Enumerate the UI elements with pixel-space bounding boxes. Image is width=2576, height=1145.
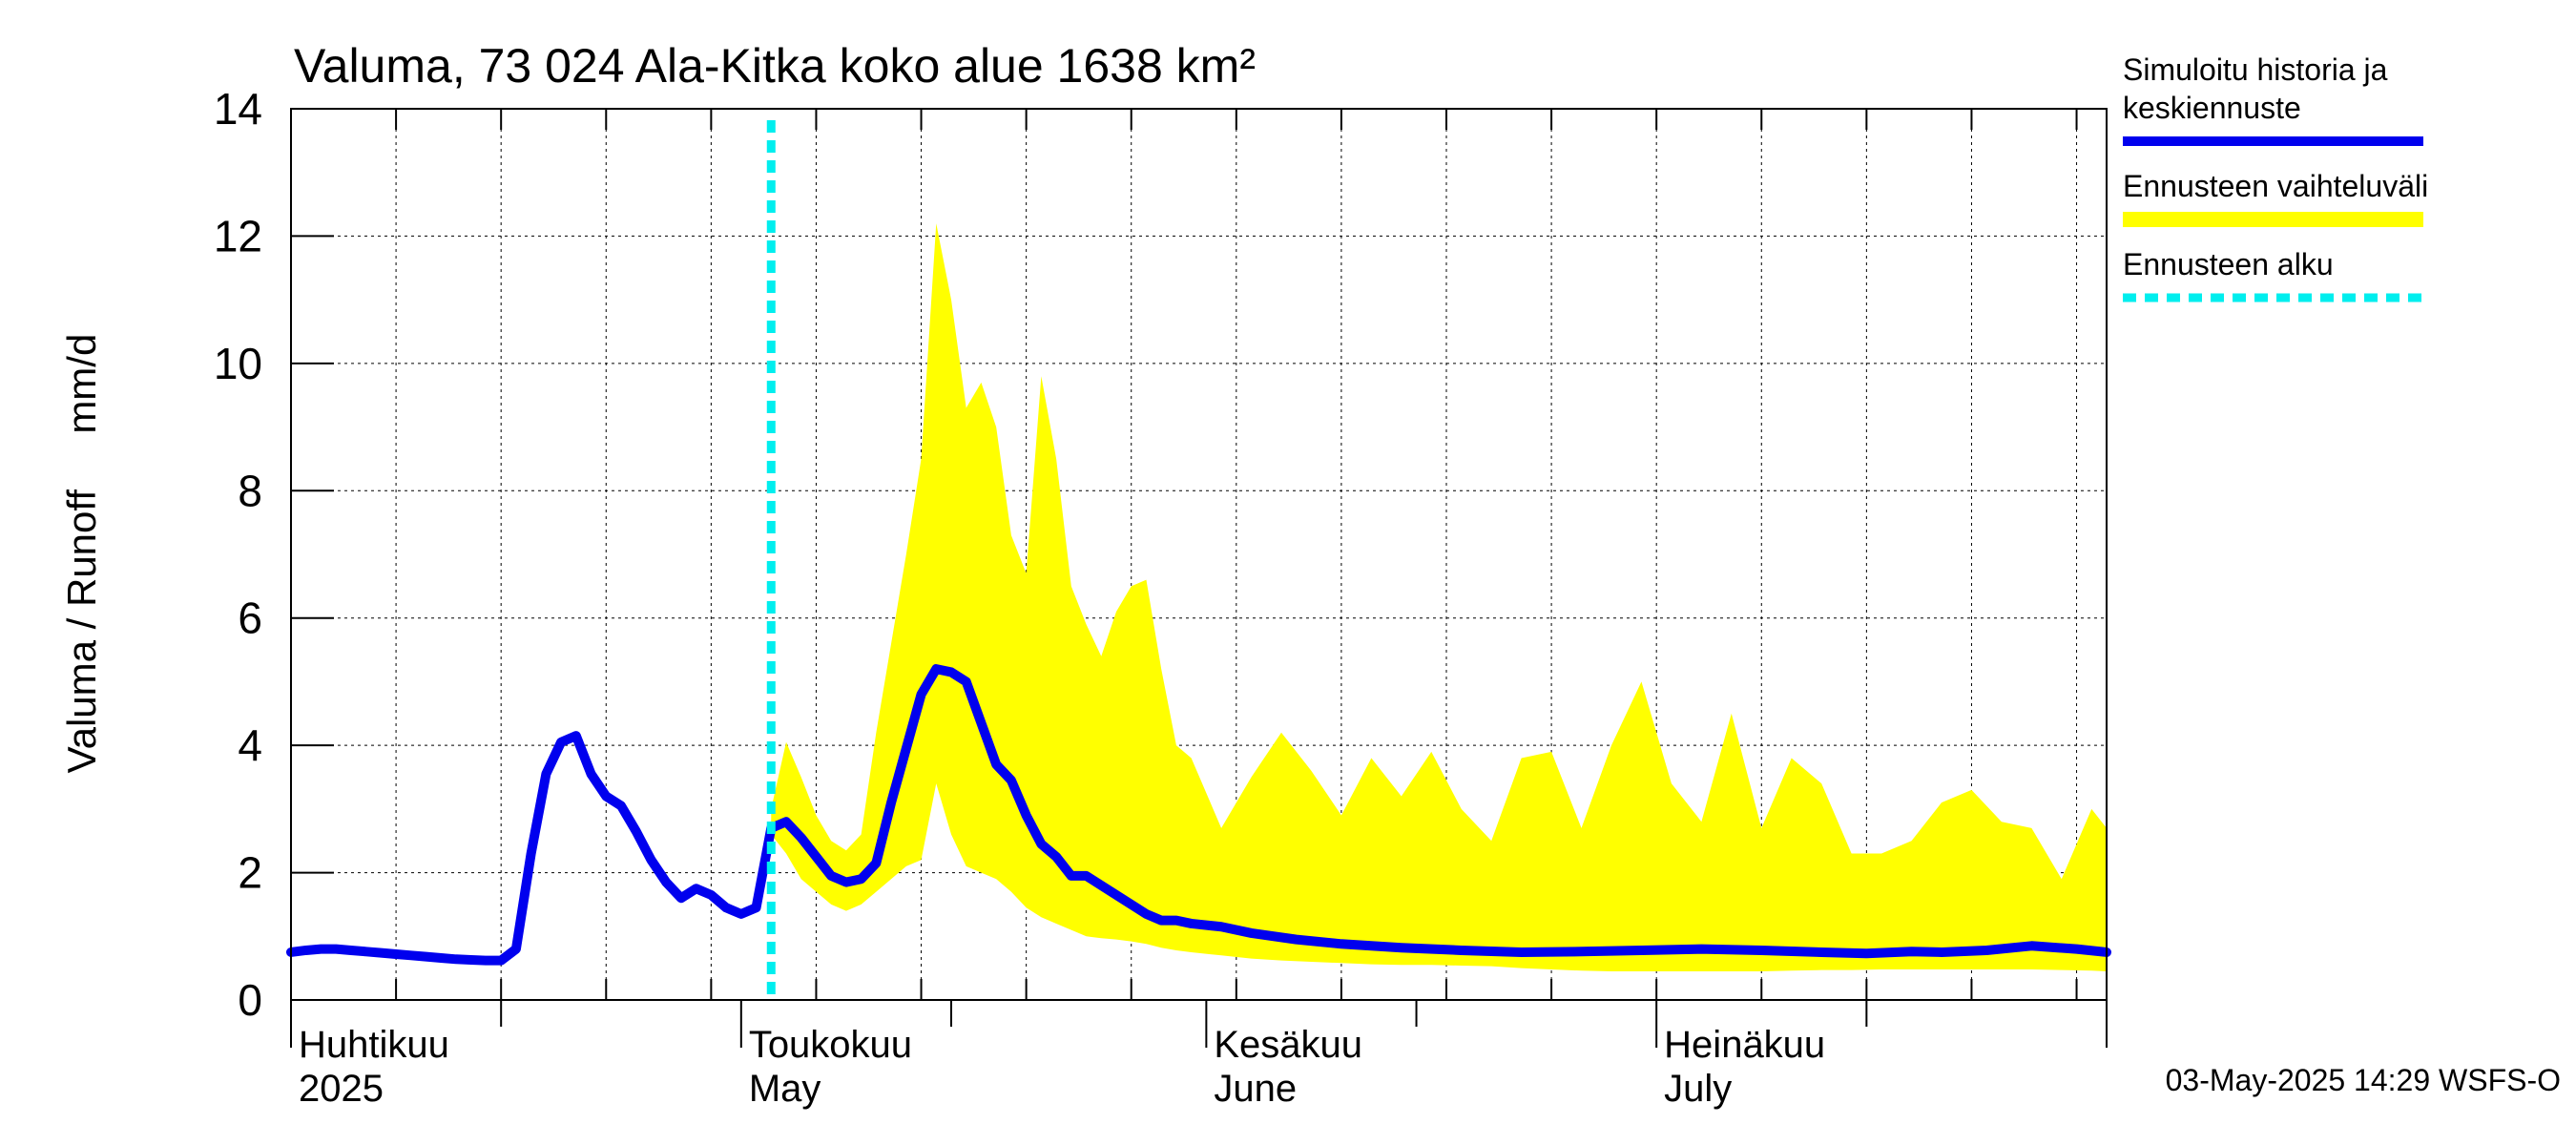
y-tick-label: 2 (238, 848, 262, 898)
y-tick-label: 6 (238, 593, 262, 643)
x-month-label: Huhtikuu (299, 1024, 449, 1066)
x-month-label-en: July (1664, 1068, 1732, 1110)
y-tick-label: 4 (238, 720, 262, 770)
x-month-label-en: June (1214, 1068, 1297, 1110)
legend-swatch-band (2123, 212, 2423, 227)
legend: Simuloitu historia ja keskiennuste Ennuste… (2123, 52, 2428, 302)
timestamp: 03-May-2025 14:29 WSFS-O (2166, 1063, 2561, 1097)
y-tick-label: 10 (214, 339, 262, 388)
legend-label: Simuloitu historia ja (2123, 52, 2388, 87)
plot-frame (290, 108, 2108, 1001)
x-month-label: Heinäkuu (1664, 1024, 1825, 1066)
y-tick-label: 12 (214, 211, 262, 260)
x-month-label: Toukokuu (749, 1024, 912, 1066)
x-month-label-en: 2025 (299, 1068, 384, 1110)
y-tick-label: 14 (214, 84, 262, 134)
y-axis: 0 2 4 6 8 10 12 14 (214, 84, 334, 1025)
y-axis-label: Valuma / Runoff mm/d (59, 334, 104, 774)
x-month-label-en: May (749, 1068, 821, 1110)
legend-label: keskiennuste (2123, 91, 2301, 125)
forecast-range-band (771, 223, 2107, 971)
x-month-label: Kesäkuu (1214, 1024, 1362, 1066)
series-layer (286, 664, 2111, 966)
y-tick-label: 0 (238, 975, 262, 1025)
forecast-band-layer (771, 223, 2107, 971)
y-tick-label: 8 (238, 466, 262, 515)
legend-label: Ennusteen vaihteluväli (2123, 169, 2428, 203)
chart-title: Valuma, 73 024 Ala-Kitka koko alue 1638 … (294, 39, 1256, 93)
legend-label: Ennusteen alku (2123, 247, 2334, 281)
series-line-simulated (286, 664, 2111, 966)
